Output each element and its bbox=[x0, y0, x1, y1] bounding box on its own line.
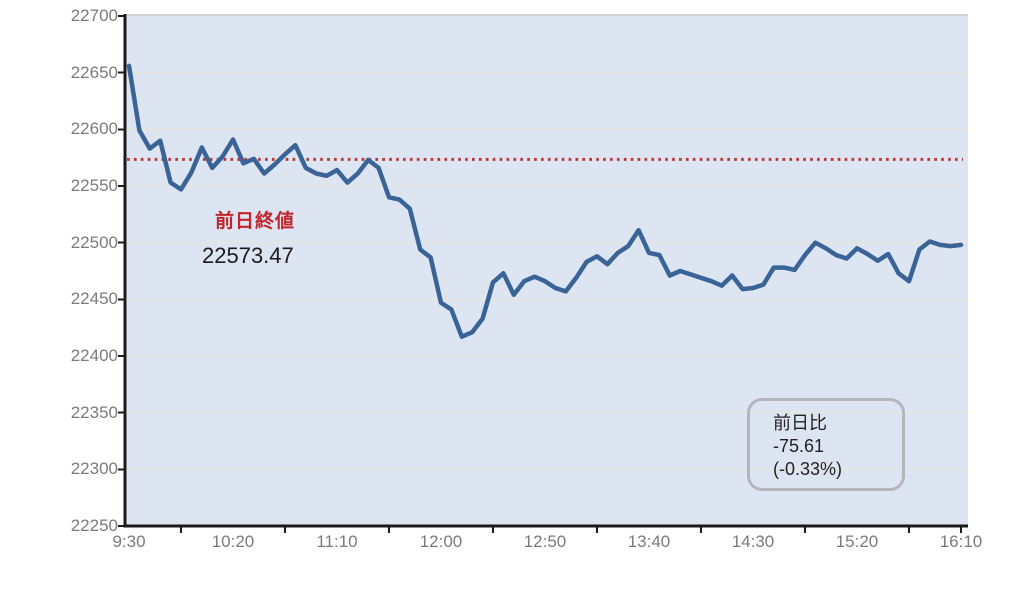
x-tick-label: 16:10 bbox=[939, 532, 983, 551]
change-box-percent: (-0.33%) bbox=[773, 459, 843, 479]
prev-close-label: 前日終値 bbox=[215, 211, 296, 232]
prev-close-value: 22573.47 bbox=[202, 243, 294, 268]
y-tick-label: 22350 bbox=[70, 402, 118, 422]
y-tick-label: 22600 bbox=[70, 119, 118, 139]
x-tick-label: 11:10 bbox=[316, 532, 358, 551]
price-line bbox=[126, 63, 964, 339]
x-tick-label: 15:20 bbox=[835, 532, 879, 551]
change-box: 前日比 -75.61 (-0.33%) bbox=[747, 398, 905, 491]
y-tick-label: 22300 bbox=[70, 459, 118, 479]
plot-background bbox=[125, 15, 968, 526]
x-tick-label: 14:30 bbox=[731, 532, 775, 551]
x-tick-label: 9:30 bbox=[112, 532, 146, 551]
x-tick-label: 10:20 bbox=[211, 532, 255, 551]
y-tick-label: 22700 bbox=[70, 6, 118, 25]
change-box-title: 前日比 bbox=[773, 413, 827, 433]
x-tick-label: 13:40 bbox=[627, 532, 671, 551]
y-tick-label: 22450 bbox=[70, 289, 118, 309]
x-tick-label: 12:00 bbox=[419, 532, 463, 551]
y-tick-label: 22500 bbox=[70, 232, 118, 252]
x-tick-label: 12:50 bbox=[523, 532, 567, 551]
change-box-value: -75.61 bbox=[773, 436, 825, 456]
y-tick-label: 22250 bbox=[70, 516, 118, 535]
y-tick-label: 22400 bbox=[70, 346, 118, 365]
y-tick-label: 22650 bbox=[70, 62, 118, 82]
y-tick-label: 22550 bbox=[70, 176, 118, 195]
